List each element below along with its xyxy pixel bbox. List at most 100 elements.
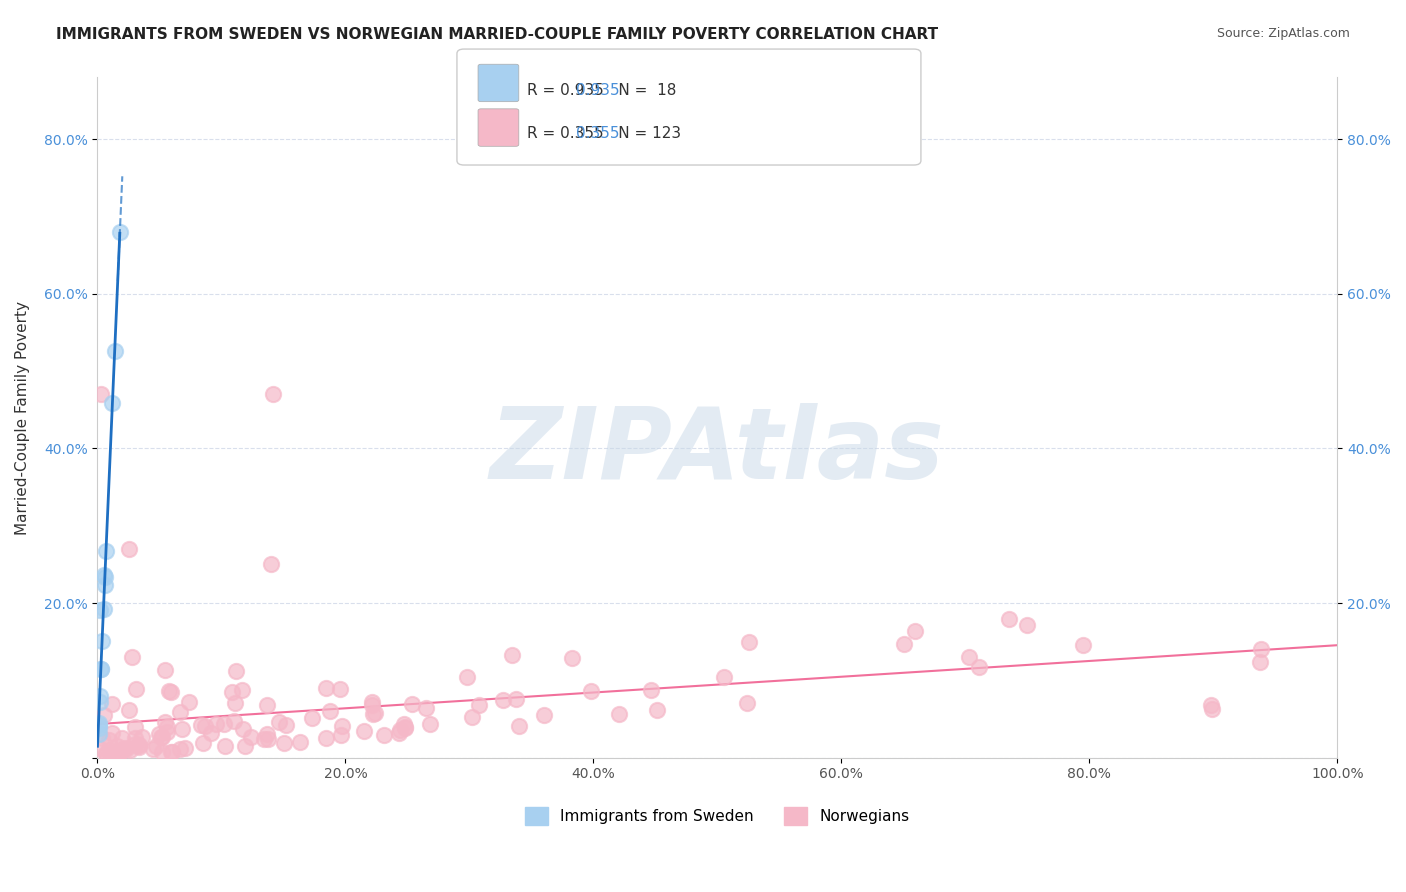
Text: R = 0.355   N = 123: R = 0.355 N = 123 <box>527 127 682 141</box>
Point <box>169 742 191 756</box>
Point <box>301 711 323 725</box>
Point <box>173 741 195 756</box>
Point <box>128 739 150 754</box>
Point <box>319 704 342 718</box>
Point <box>508 719 530 733</box>
Point <box>231 682 253 697</box>
Point <box>222 714 245 728</box>
Point <box>232 723 254 737</box>
Point <box>150 745 173 759</box>
Point <box>329 728 352 742</box>
Point <box>120 743 142 757</box>
Point <box>148 727 170 741</box>
Text: R = 0.935   N =  18: R = 0.935 N = 18 <box>527 84 676 98</box>
Point <box>87 721 110 735</box>
Point <box>125 682 148 697</box>
Point <box>276 718 298 732</box>
Point <box>893 637 915 651</box>
Point <box>145 739 167 754</box>
Point <box>401 697 423 711</box>
Y-axis label: Married-Couple Family Poverty: Married-Couple Family Poverty <box>15 301 30 534</box>
Point <box>172 723 194 737</box>
Point <box>353 724 375 739</box>
Point <box>128 738 150 752</box>
Point <box>360 695 382 709</box>
Point <box>456 670 478 684</box>
Point <box>360 698 382 713</box>
Point <box>91 633 114 648</box>
Point <box>640 683 662 698</box>
Point <box>150 730 173 744</box>
Point <box>1250 642 1272 657</box>
Point <box>91 731 114 745</box>
Point <box>505 692 527 706</box>
Point <box>388 726 411 740</box>
Point <box>153 663 176 677</box>
Point <box>104 343 127 358</box>
Point <box>121 649 143 664</box>
Point <box>169 705 191 719</box>
Point <box>104 746 127 760</box>
Point <box>96 544 118 558</box>
Point <box>90 663 112 677</box>
Point <box>159 685 181 699</box>
Point <box>957 650 980 665</box>
Point <box>501 648 523 663</box>
Point <box>419 716 441 731</box>
Point <box>98 743 121 757</box>
Point <box>87 740 110 755</box>
Point <box>87 718 110 732</box>
Point <box>288 734 311 748</box>
Point <box>735 696 758 710</box>
Point <box>263 387 285 401</box>
Point <box>90 387 112 401</box>
Point <box>394 722 416 736</box>
Point <box>607 707 630 722</box>
Point <box>214 739 236 753</box>
Point <box>105 739 128 753</box>
Text: IMMIGRANTS FROM SWEDEN VS NORWEGIAN MARRIED-COUPLE FAMILY POVERTY CORRELATION CH: IMMIGRANTS FROM SWEDEN VS NORWEGIAN MARR… <box>56 27 938 42</box>
Point <box>1071 638 1094 652</box>
Point <box>101 697 124 711</box>
Point <box>392 717 415 731</box>
Point <box>394 720 416 734</box>
Point <box>101 725 124 739</box>
Point <box>153 715 176 730</box>
Point <box>1249 655 1271 669</box>
Point <box>329 681 352 696</box>
Point <box>315 681 337 695</box>
Point <box>212 716 235 731</box>
Point <box>191 736 214 750</box>
Point <box>94 747 117 761</box>
Point <box>114 742 136 756</box>
Text: ZIPAtlas: ZIPAtlas <box>491 403 945 500</box>
Point <box>87 716 110 731</box>
Point <box>315 731 337 745</box>
Point <box>904 624 927 638</box>
Point <box>190 718 212 732</box>
Point <box>110 743 132 757</box>
Point <box>256 726 278 740</box>
Point <box>90 662 112 676</box>
Point <box>389 723 412 738</box>
Point <box>997 612 1019 626</box>
Point <box>361 706 384 721</box>
Point <box>239 730 262 744</box>
Point <box>738 635 761 649</box>
Point <box>647 703 669 717</box>
Point <box>256 698 278 713</box>
Point <box>967 660 990 674</box>
Point <box>131 731 153 745</box>
Point <box>142 741 165 756</box>
Point <box>96 747 118 761</box>
Point <box>107 747 129 761</box>
Point <box>160 745 183 759</box>
Text: 0.355: 0.355 <box>576 127 620 141</box>
Point <box>159 745 181 759</box>
Point <box>150 730 173 744</box>
Text: Source: ZipAtlas.com: Source: ZipAtlas.com <box>1216 27 1350 40</box>
Point <box>97 733 120 747</box>
Point <box>224 697 246 711</box>
Point <box>87 727 110 741</box>
Point <box>89 603 111 617</box>
